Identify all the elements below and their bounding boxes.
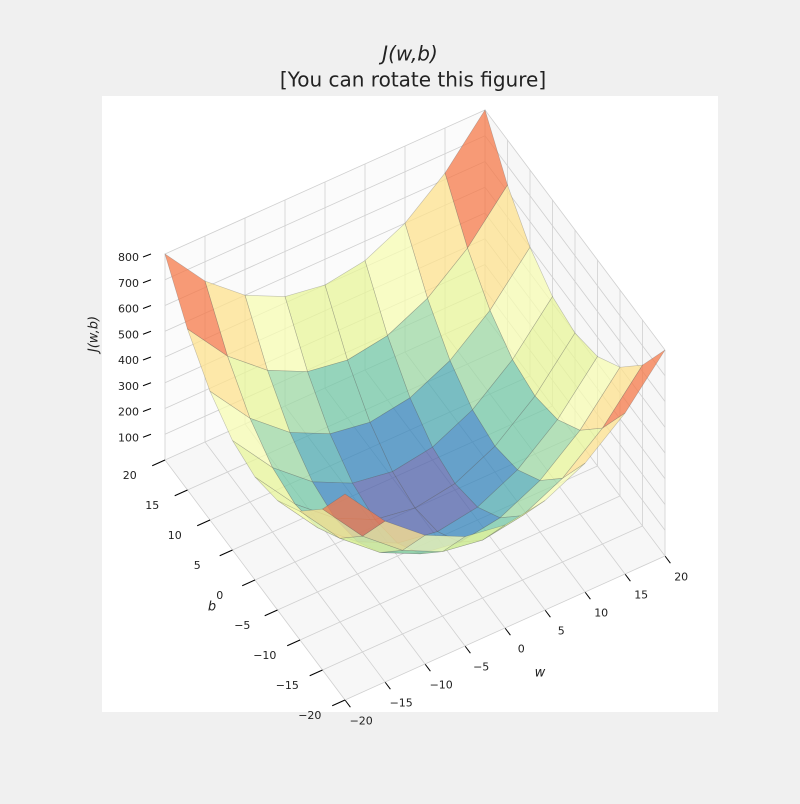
x-tick-label: 5 [558,625,565,638]
x-tick-label: −5 [473,661,489,674]
chart-subtitle: [You can rotate this figure] [280,68,546,92]
x-tick-label: −20 [350,715,373,728]
y-tick-label: −10 [253,649,276,662]
x-tick-label: 15 [634,589,648,602]
tick-mark [142,279,152,284]
surface-patch [186,328,251,420]
y-tick-label: 5 [194,559,201,572]
tick-mark [331,699,346,707]
z-tick-label: 100 [118,431,139,444]
surface-patch [454,445,518,508]
z-axis-label: J(w,b) [87,316,102,355]
tick-mark [344,699,351,708]
tick-mark [384,681,391,690]
surface-patch [602,349,666,429]
tick-mark [174,489,188,497]
tick-mark [424,663,431,672]
tick-mark [151,459,166,467]
surface-patch [232,440,296,505]
x-tick-label: 10 [594,607,608,620]
tick-mark [241,579,256,587]
tick-mark [464,645,471,654]
z-tick-label: 400 [118,354,139,367]
tick-mark [504,627,511,636]
surface-patch [401,534,466,552]
z-tick-label: 600 [118,303,139,316]
tick-mark [309,669,323,677]
x-tick-label: −10 [430,679,453,692]
x-axis-label: w [535,666,546,681]
surface-patch [562,412,626,479]
tick-mark [142,253,152,258]
surface-patch [361,520,426,551]
tick-mark [142,305,152,309]
tick-mark [219,549,233,557]
chart-title: J(w,b) [378,42,438,66]
surface-patch [321,493,386,537]
tick-mark [142,330,152,335]
tick-mark [264,609,278,617]
z-tick-label: 200 [118,406,139,419]
y-tick-label: 15 [145,499,159,512]
y-tick-label: 10 [168,529,182,542]
grid-line [277,260,598,611]
tick-mark [286,639,301,647]
surface-patch [387,297,451,399]
x-tick-label: −15 [390,697,413,710]
y-axis-label: b [208,600,216,615]
z-tick-label: 800 [118,251,139,264]
y-tick-label: −20 [298,709,321,722]
surface-patch [482,500,546,541]
y-tick-label: 20 [123,469,137,482]
surface [164,109,666,555]
tick-mark [142,382,152,387]
tick-mark [664,555,671,564]
tick-mark [196,519,211,527]
z-tick-label: 300 [118,380,139,393]
surface-patch [442,524,506,552]
tick-mark [584,591,591,600]
grid-line [299,290,621,641]
x-tick-label: 20 [674,571,688,584]
surface-patch [404,172,468,299]
surface-patch [427,247,491,362]
surface-patch [299,508,364,539]
z-tick-label: 500 [118,328,139,341]
y-tick-label: −5 [234,619,250,632]
surface-patch [209,390,274,469]
tick-mark [142,408,152,412]
tick-mark [544,609,551,618]
surface-patch [277,500,341,539]
surface-patch [444,109,508,249]
y-tick-label: 0 [216,589,223,602]
grid-line [344,350,666,701]
surface-patch [307,359,371,435]
x-tick-label: 0 [518,643,525,656]
z-tick-label: 700 [118,277,139,290]
tick-mark [142,433,152,438]
grid-line [322,320,643,671]
tick-mark [142,356,152,361]
y-tick-label: −15 [276,679,299,692]
tick-mark [624,573,631,582]
surface-patch [164,253,229,357]
